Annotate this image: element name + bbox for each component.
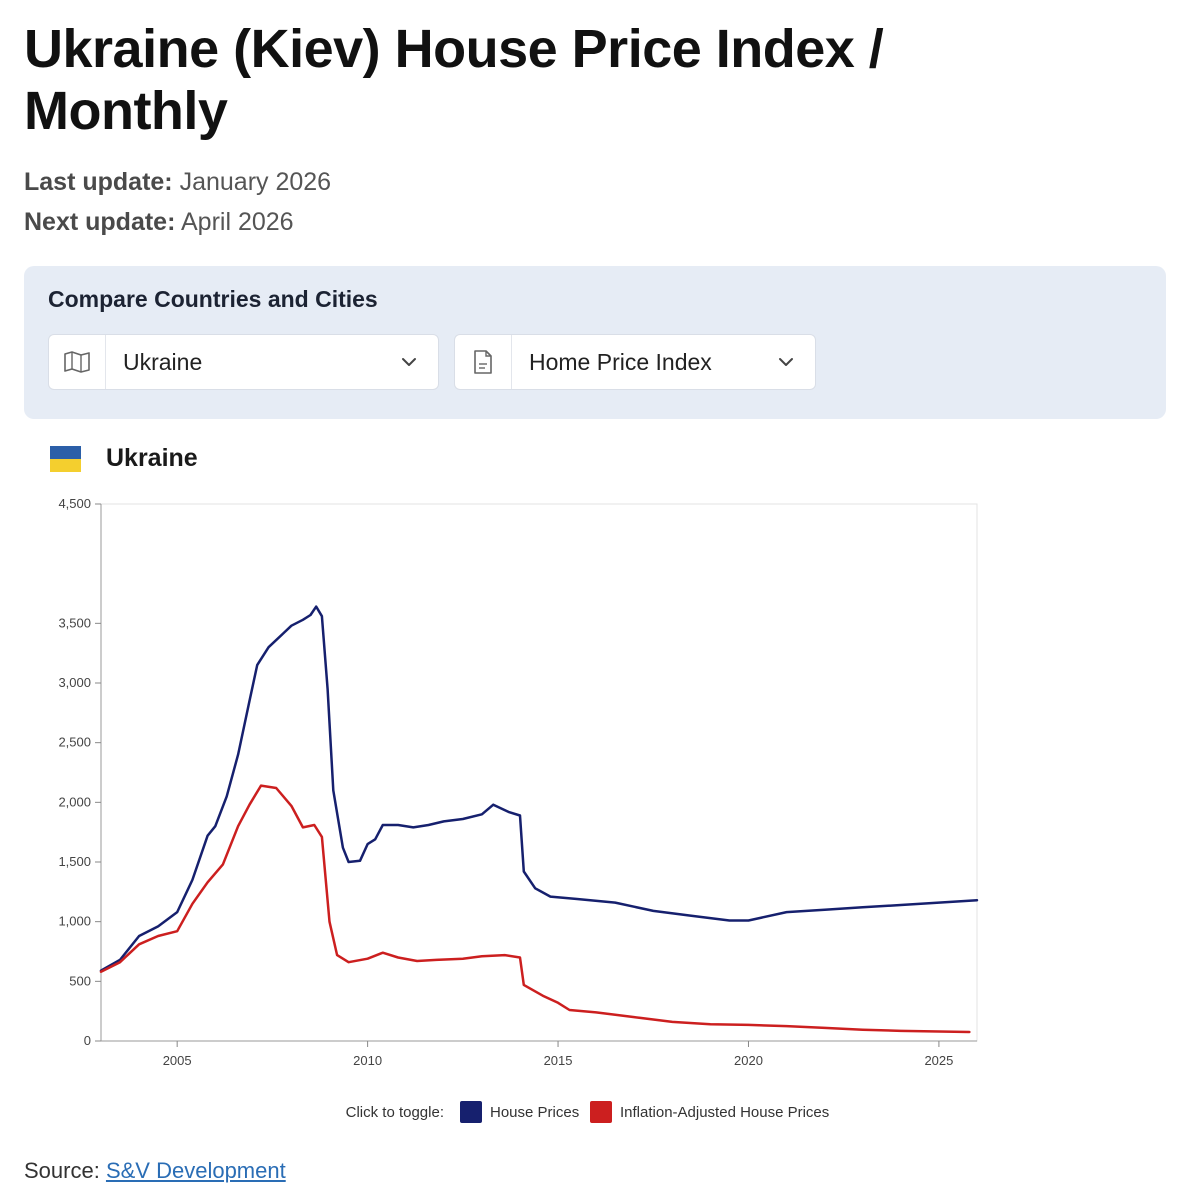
compare-panel: Compare Countries and Cities Ukraine Hom…: [24, 266, 1166, 419]
y-tick-label: 3,000: [58, 675, 91, 690]
x-tick-label: 2015: [544, 1053, 573, 1068]
house-prices-line: [99, 605, 979, 972]
y-tick-label: 2,500: [58, 735, 91, 750]
last-update: Last update: January 2026: [24, 168, 331, 197]
x-tick-label: 2005: [163, 1053, 192, 1068]
chevron-down-icon: [779, 358, 793, 366]
y-tick-label: 0: [84, 1033, 91, 1048]
plot-area: [100, 503, 978, 1042]
y-tick-label: 1,500: [58, 854, 91, 869]
source-link[interactable]: S&V Development: [105, 1158, 286, 1183]
next-update: Next update: April 2026: [24, 208, 294, 237]
y-tick-label: 4,500: [58, 496, 91, 511]
document-icon: [455, 335, 512, 389]
next-update-value: April 2026: [180, 208, 294, 236]
page-title: Ukraine (Kiev) House Price Index / Month…: [24, 19, 884, 141]
y-tick-label: 1,000: [58, 914, 91, 929]
legend-swatch-house-prices[interactable]: [460, 1101, 482, 1123]
compare-title: Compare Countries and Cities: [48, 286, 378, 312]
indicator-select-value: Home Price Index: [529, 349, 712, 375]
source-label: Source:: [24, 1158, 100, 1183]
last-update-label: Last update:: [24, 168, 173, 196]
next-update-label: Next update:: [24, 208, 176, 236]
map-icon: [49, 335, 106, 389]
ukraine-flag-icon: [50, 446, 81, 472]
indicator-select[interactable]: Home Price Index: [454, 334, 816, 390]
inflation-adjusted-line: [99, 784, 971, 1034]
y-tick-label: 3,500: [58, 615, 91, 630]
flag-blue-stripe: [50, 446, 81, 459]
x-tick-label: 2025: [924, 1053, 953, 1068]
legend-label-inflation-adjusted[interactable]: Inflation-Adjusted House Prices: [620, 1104, 829, 1121]
y-tick-label: 2,000: [58, 794, 91, 809]
country-select-value: Ukraine: [123, 349, 203, 375]
x-tick-label: 2010: [353, 1053, 382, 1068]
y-tick-label: 500: [69, 973, 91, 988]
x-tick-label: 2020: [734, 1053, 763, 1068]
legend-prefix: Click to toggle:: [346, 1104, 444, 1121]
chevron-down-icon: [402, 358, 416, 366]
flag-yellow-stripe: [50, 459, 81, 472]
country-select[interactable]: Ukraine: [48, 334, 439, 390]
legend-swatch-inflation-adjusted[interactable]: [590, 1101, 612, 1123]
legend-label-house-prices[interactable]: House Prices: [490, 1104, 579, 1121]
last-update-value: January 2026: [179, 168, 332, 196]
house-price-chart: 0 500 1,000 1,500 2,000 2,500 3,000 3,500 4,500 2…: [58, 496, 979, 1123]
chart-country-label: Ukraine: [106, 444, 198, 472]
source-line: Source: S&V Development: [24, 1158, 286, 1184]
